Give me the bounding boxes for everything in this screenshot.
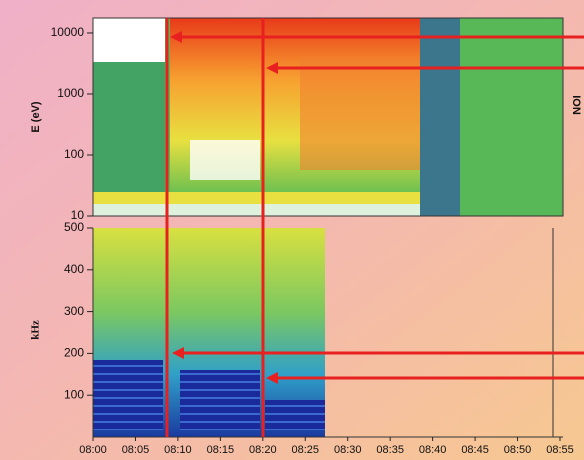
side-label: ION [570,95,582,115]
y-axis-label: E (eV) [30,101,42,133]
y-tick-label: 400 [64,262,84,276]
y-tick-label: 1000 [57,86,84,100]
x-tick-label: 08:00 [79,444,107,456]
x-tick-label: 08:55 [546,444,574,456]
y-tick-label: 100 [64,147,84,161]
y-tick-label: 10000 [51,25,85,39]
x-tick-label: 08:20 [249,444,277,456]
annotations [165,18,584,437]
y-tick-label: 10 [71,208,85,222]
x-tick-label: 08:25 [292,444,320,456]
x-tick-label: 08:40 [419,444,447,456]
x-tick-label: 08:10 [164,444,192,456]
y-tick-label: 300 [64,304,84,318]
y-axis-label: kHz [30,320,42,340]
x-tick-label: 08:50 [504,444,532,456]
x-tick-label: 08:15 [207,444,235,456]
x-tick-label: 08:45 [461,444,489,456]
y-tick-label: 500 [64,220,84,234]
y-tick-label: 200 [64,346,84,360]
wave-spectrogram [93,228,325,437]
x-tick-label: 08:30 [334,444,362,456]
y-tick-label: 100 [64,387,84,401]
x-tick-label: 08:05 [122,444,150,456]
panel-frames [92,17,564,438]
x-tick-label: 08:35 [376,444,404,456]
ion-spectrogram [93,18,563,216]
